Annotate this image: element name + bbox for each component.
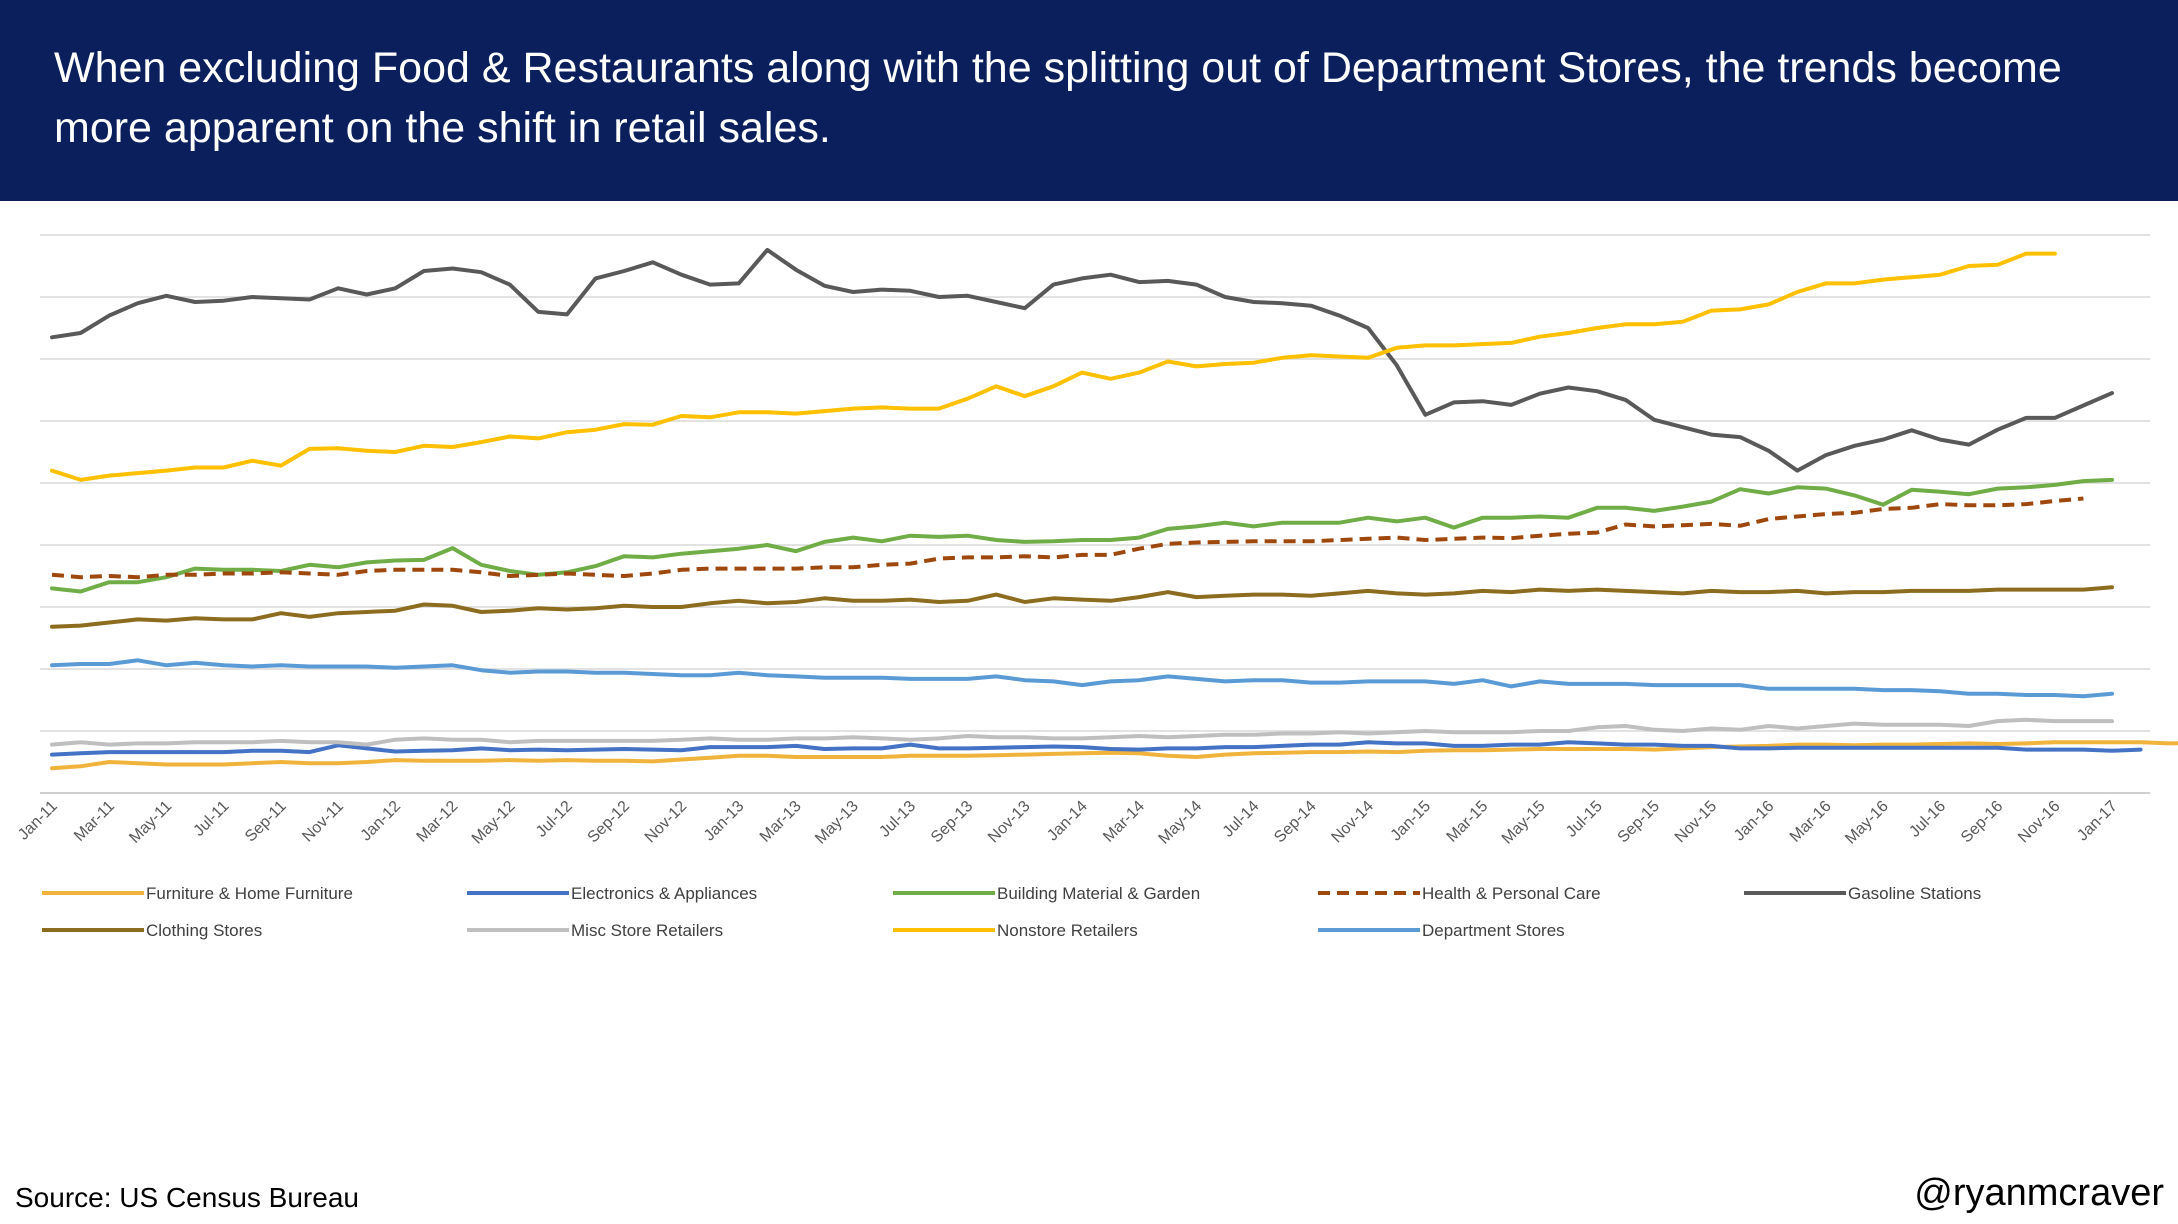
series-line-5 xyxy=(50,585,2114,629)
x-tick-label: Mar-14 xyxy=(1100,798,1148,846)
legend: Furniture & Home Furniture Electronics & … xyxy=(42,884,1981,940)
line-chart: Jan-11 Mar-11 May-11 Jul-11 Sep-11 Nov-11 Jan-… xyxy=(15,234,2178,940)
series-line-1 xyxy=(50,740,2143,757)
x-tick-label: Jul-15 xyxy=(1563,798,1606,841)
x-tick-label: Nov-13 xyxy=(985,798,1034,847)
x-tick-label: May-16 xyxy=(1842,798,1892,848)
series-line-4 xyxy=(50,247,2114,473)
x-tick-label: Sep-15 xyxy=(1615,798,1664,847)
legend-label: Furniture & Home Furniture xyxy=(146,884,353,903)
x-tick-label: Sep-16 xyxy=(1958,798,2007,847)
x-tick-label: Nov-16 xyxy=(2015,798,2064,847)
legend-label: Clothing Stores xyxy=(146,921,262,940)
legend-label: Health & Personal Care xyxy=(1422,884,1601,903)
x-tick-label: Jan-14 xyxy=(1044,798,1091,845)
x-tick-label: Nov-11 xyxy=(299,798,347,846)
x-tick-label: Jul-16 xyxy=(1906,798,1949,841)
series-lines xyxy=(50,247,2178,771)
x-tick-label: Jul-13 xyxy=(876,798,919,841)
title-banner: When excluding Food & Restaurants along … xyxy=(0,0,2178,201)
x-tick-label: Mar-13 xyxy=(757,798,805,846)
x-tick-label: Mar-16 xyxy=(1787,798,1835,846)
x-tick-label: Jan-16 xyxy=(1731,798,1778,845)
x-tick-label: May-11 xyxy=(126,798,175,847)
x-tick-label: Sep-11 xyxy=(242,798,290,846)
x-tick-label: Nov-15 xyxy=(1672,798,1721,847)
x-tick-label: Jan-12 xyxy=(358,798,405,845)
x-tick-label: Jan-11 xyxy=(15,798,61,844)
x-tick-label: Mar-12 xyxy=(414,798,462,846)
x-tick-label: Jan-17 xyxy=(2074,798,2121,845)
x-tick-label: Jul-14 xyxy=(1220,798,1263,841)
x-tick-label: Jan-13 xyxy=(701,798,748,845)
series-line-8 xyxy=(50,658,2114,699)
x-tick-label: Jan-15 xyxy=(1388,798,1435,845)
x-tick-label: Sep-14 xyxy=(1271,798,1320,847)
x-tick-label: May-14 xyxy=(1156,798,1206,848)
x-axis-tick-labels: Jan-11 Mar-11 May-11 Jul-11 Sep-11 Nov-11 Jan-… xyxy=(15,798,2121,848)
legend-label: Nonstore Retailers xyxy=(997,921,1138,940)
x-tick-label: Sep-12 xyxy=(585,798,634,847)
legend-label: Electronics & Appliances xyxy=(571,884,757,903)
x-tick-label: Sep-13 xyxy=(928,798,977,847)
x-tick-label: Nov-14 xyxy=(1328,798,1377,847)
x-tick-label: May-13 xyxy=(812,798,862,848)
x-tick-label: Nov-12 xyxy=(642,798,691,847)
x-tick-label: Mar-15 xyxy=(1444,798,1492,846)
author-handle: @ryanmcraver xyxy=(1914,1172,2164,1214)
series-line-7 xyxy=(50,251,2057,482)
x-tick-label: May-15 xyxy=(1499,798,1549,848)
legend-label: Department Stores xyxy=(1422,921,1565,940)
series-line-2 xyxy=(50,477,2114,594)
x-tick-label: May-12 xyxy=(469,798,519,848)
legend-label: Gasoline Stations xyxy=(1848,884,1981,903)
x-tick-label: Jul-11 xyxy=(190,798,232,840)
x-tick-label: Mar-11 xyxy=(71,798,118,845)
legend-label: Building Material & Garden xyxy=(997,884,1200,903)
series-line-3 xyxy=(51,496,2084,580)
source-note: Source: US Census Bureau xyxy=(15,1182,359,1213)
x-tick-label: Jul-12 xyxy=(533,798,576,841)
slide-title: When excluding Food & Restaurants along … xyxy=(54,44,2062,152)
series-line-0 xyxy=(50,740,2178,771)
series-line-6 xyxy=(50,717,2114,747)
legend-label: Misc Store Retailers xyxy=(571,921,723,940)
